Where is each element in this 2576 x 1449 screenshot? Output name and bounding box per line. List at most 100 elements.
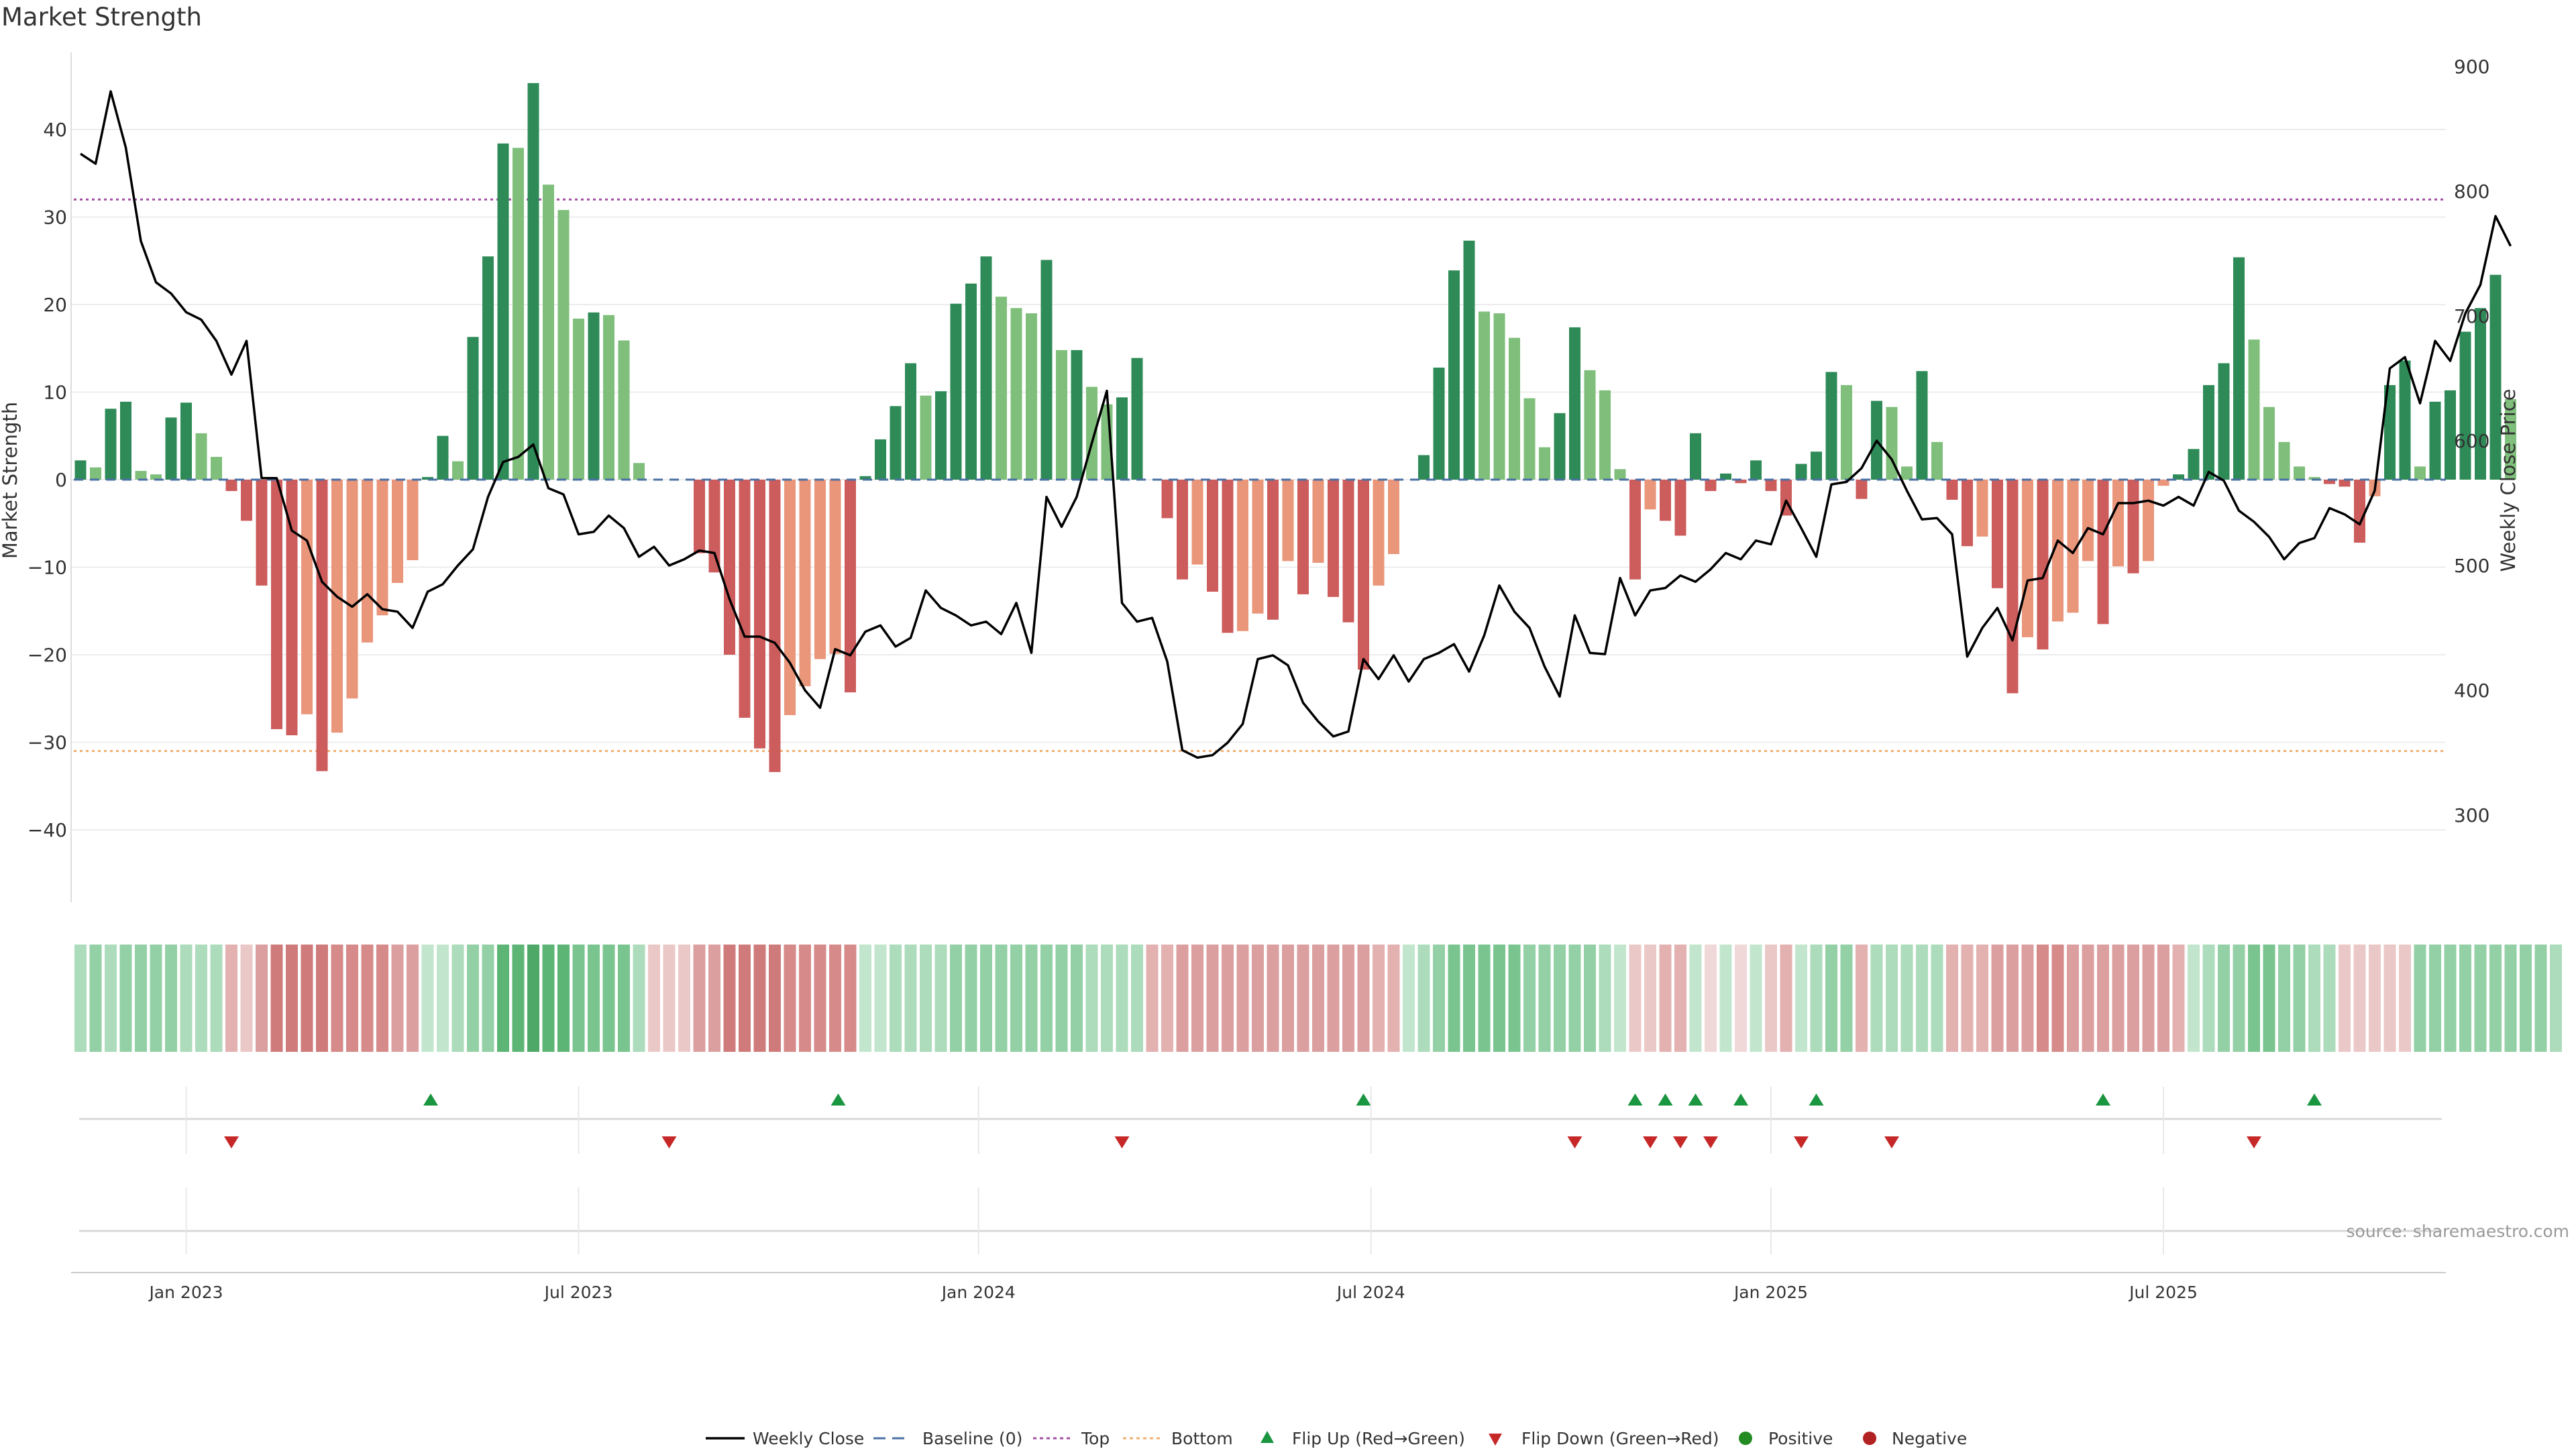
strength-bar (513, 148, 524, 480)
heat-cell (1417, 945, 1430, 1052)
heat-cell (89, 945, 102, 1052)
left-axis-ticks: 40 30 20 10 0 −10 −20 −30 −40 (28, 119, 67, 841)
heat-cell (1508, 945, 1521, 1052)
heat-cell (618, 945, 630, 1052)
strength-bar (2188, 449, 2200, 480)
strength-bar (1735, 480, 1747, 484)
strength-bar (2339, 480, 2351, 487)
heat-cell (1191, 945, 1203, 1052)
strength-bar (2203, 385, 2214, 480)
strength-bar (996, 297, 1007, 480)
heat-cell (1493, 945, 1505, 1052)
strength-bar (557, 210, 570, 480)
strength-bar (1644, 480, 1656, 510)
heat-cell (376, 945, 388, 1052)
heat-cell (497, 945, 509, 1052)
strength-bar (467, 337, 479, 480)
heat-cell (482, 945, 494, 1052)
strength-bar (2127, 480, 2139, 574)
right-tick-label: 800 (2454, 180, 2489, 203)
strength-bar (211, 457, 222, 480)
heat-cell (1282, 945, 1294, 1052)
heat-cell (180, 945, 193, 1052)
strength-bar (1674, 480, 1686, 536)
heat-cell (920, 945, 932, 1052)
heat-cell (1765, 945, 1777, 1052)
strength-bar (814, 480, 826, 659)
strength-bar (1931, 441, 1943, 480)
source-text: source: sharemaestro.com (2347, 1222, 2570, 1241)
strength-bar (2459, 331, 2471, 480)
strength-bar (195, 433, 207, 480)
strength-bar (2006, 480, 2019, 694)
strength-bar (2445, 390, 2456, 480)
strength-bar (437, 435, 449, 480)
x-tick-label: Jan 2023 (148, 1283, 223, 1302)
heat-cell (1659, 945, 1672, 1052)
heat-cell (1040, 945, 1053, 1052)
heat-cell (663, 945, 676, 1052)
strength-bar (1252, 480, 1264, 614)
strength-bar (1811, 451, 1822, 480)
heat-cell (2021, 945, 2034, 1052)
legend-flip-down-icon (1489, 1434, 1502, 1446)
heat-cell (1448, 945, 1460, 1052)
chart-title: Market Strength (1, 3, 202, 32)
heat-cell (1870, 945, 1883, 1052)
heat-cell (2202, 945, 2215, 1052)
heat-cell (1689, 945, 1702, 1052)
strength-bar (920, 395, 932, 480)
strength-bar (965, 283, 977, 480)
heat-cell (2233, 945, 2245, 1052)
right-tick-label: 400 (2454, 680, 2489, 702)
heat-cell (678, 945, 690, 1052)
strength-bar (543, 184, 554, 480)
strength-bar (1177, 480, 1188, 580)
flip-up-marker (1658, 1093, 1673, 1106)
strength-bar (2233, 257, 2245, 480)
right-axis-label: Weekly Close Price (2497, 389, 2520, 572)
strength-bar (422, 477, 433, 480)
heat-cell (527, 945, 539, 1052)
heat-cell (995, 945, 1008, 1052)
strength-bar (1312, 480, 1324, 563)
heat-cell (1916, 945, 1928, 1052)
strength-bar (256, 480, 268, 586)
strength-bar (1342, 480, 1354, 623)
strength-bar (165, 417, 177, 480)
strength-bar (1629, 480, 1641, 580)
heat-cell (119, 945, 132, 1052)
strength-bar (286, 480, 298, 736)
strength-bar (633, 463, 645, 480)
heat-cell (346, 945, 358, 1052)
heat-cell (256, 945, 268, 1052)
strength-bar (1358, 480, 1369, 670)
x-tick-label: Jan 2024 (941, 1283, 1016, 1302)
heat-cell (2082, 945, 2094, 1052)
heat-cell (1236, 945, 1249, 1052)
heat-cell (2293, 945, 2306, 1052)
heat-cell (331, 945, 343, 1052)
legend: Weekly Close Baseline (0) Top Bottom Fli… (706, 1429, 1967, 1448)
strength-bar (1463, 240, 1475, 480)
heat-cell (512, 945, 525, 1052)
strength-bar (2037, 480, 2049, 650)
right-tick-label: 900 (2454, 56, 2489, 78)
heat-cell (588, 945, 600, 1052)
x-tick-label: Jan 2025 (1733, 1283, 1808, 1302)
strength-bar (708, 480, 720, 573)
heat-cell (421, 945, 434, 1052)
heat-cell (2383, 945, 2396, 1052)
strength-bar (1267, 480, 1279, 620)
heat-cell (2504, 945, 2517, 1052)
heat-cell (301, 945, 313, 1052)
legend-baseline: Baseline (0) (922, 1429, 1022, 1448)
strength-bar (724, 480, 735, 655)
heat-cell (2051, 945, 2064, 1052)
heat-cell (1161, 945, 1173, 1052)
heat-cell (1900, 945, 1913, 1052)
strength-bar (1297, 480, 1309, 594)
heat-cell (829, 945, 841, 1052)
heat-cell (1373, 945, 1385, 1052)
strength-bar (316, 480, 328, 771)
